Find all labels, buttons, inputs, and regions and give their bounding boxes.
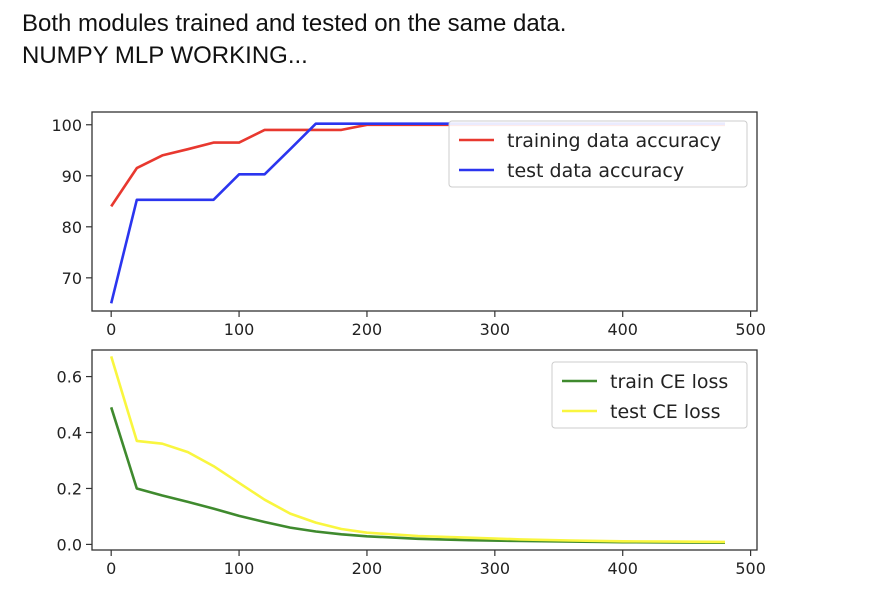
y-tick-label: 0.2 — [57, 479, 82, 498]
legend-box — [551, 361, 748, 429]
x-tick-label: 500 — [735, 559, 766, 578]
y-tick-label: 90 — [62, 167, 82, 186]
legend-label: test data accuracy — [507, 160, 684, 182]
legend-label: training data accuracy — [507, 130, 721, 152]
y-tick-label: 0.6 — [57, 368, 82, 387]
cell-output-text: Both modules trained and tested on the s… — [22, 8, 566, 72]
y-tick-label: 0.0 — [57, 535, 82, 554]
y-tick-label: 100 — [51, 116, 82, 135]
x-tick-label: 200 — [352, 320, 383, 339]
x-tick-label: 100 — [224, 559, 255, 578]
y-tick-label: 70 — [62, 269, 82, 288]
x-tick-label: 400 — [607, 559, 638, 578]
x-tick-label: 300 — [480, 320, 511, 339]
x-tick-label: 200 — [352, 559, 383, 578]
accuracy-chart: 0 100 200 300 400 500 70 80 90 100 training data a… — [51, 111, 766, 339]
series-line-1-1 — [109, 356, 726, 544]
legend-box — [448, 120, 748, 188]
output-line-2: NUMPY MLP WORKING... — [22, 42, 308, 69]
legend-label: test CE loss — [610, 401, 721, 423]
legend-label: train CE loss — [610, 371, 728, 393]
x-tick-label: 300 — [480, 559, 511, 578]
loss-chart: 0 100 200 300 400 500 0.0 0.2 0.4 0.6 train CE los… — [57, 349, 766, 578]
x-tick-label: 500 — [735, 320, 766, 339]
x-tick-label: 400 — [607, 320, 638, 339]
output-line-1: Both modules trained and tested on the s… — [22, 10, 567, 37]
y-tick-label: 80 — [62, 218, 82, 237]
y-tick-label: 0.4 — [57, 424, 82, 443]
x-tick-label: 0 — [106, 320, 116, 339]
axes-frame — [91, 349, 758, 551]
axes-frame — [91, 111, 758, 312]
x-tick-label: 0 — [106, 559, 116, 578]
x-tick-label: 100 — [224, 320, 255, 339]
